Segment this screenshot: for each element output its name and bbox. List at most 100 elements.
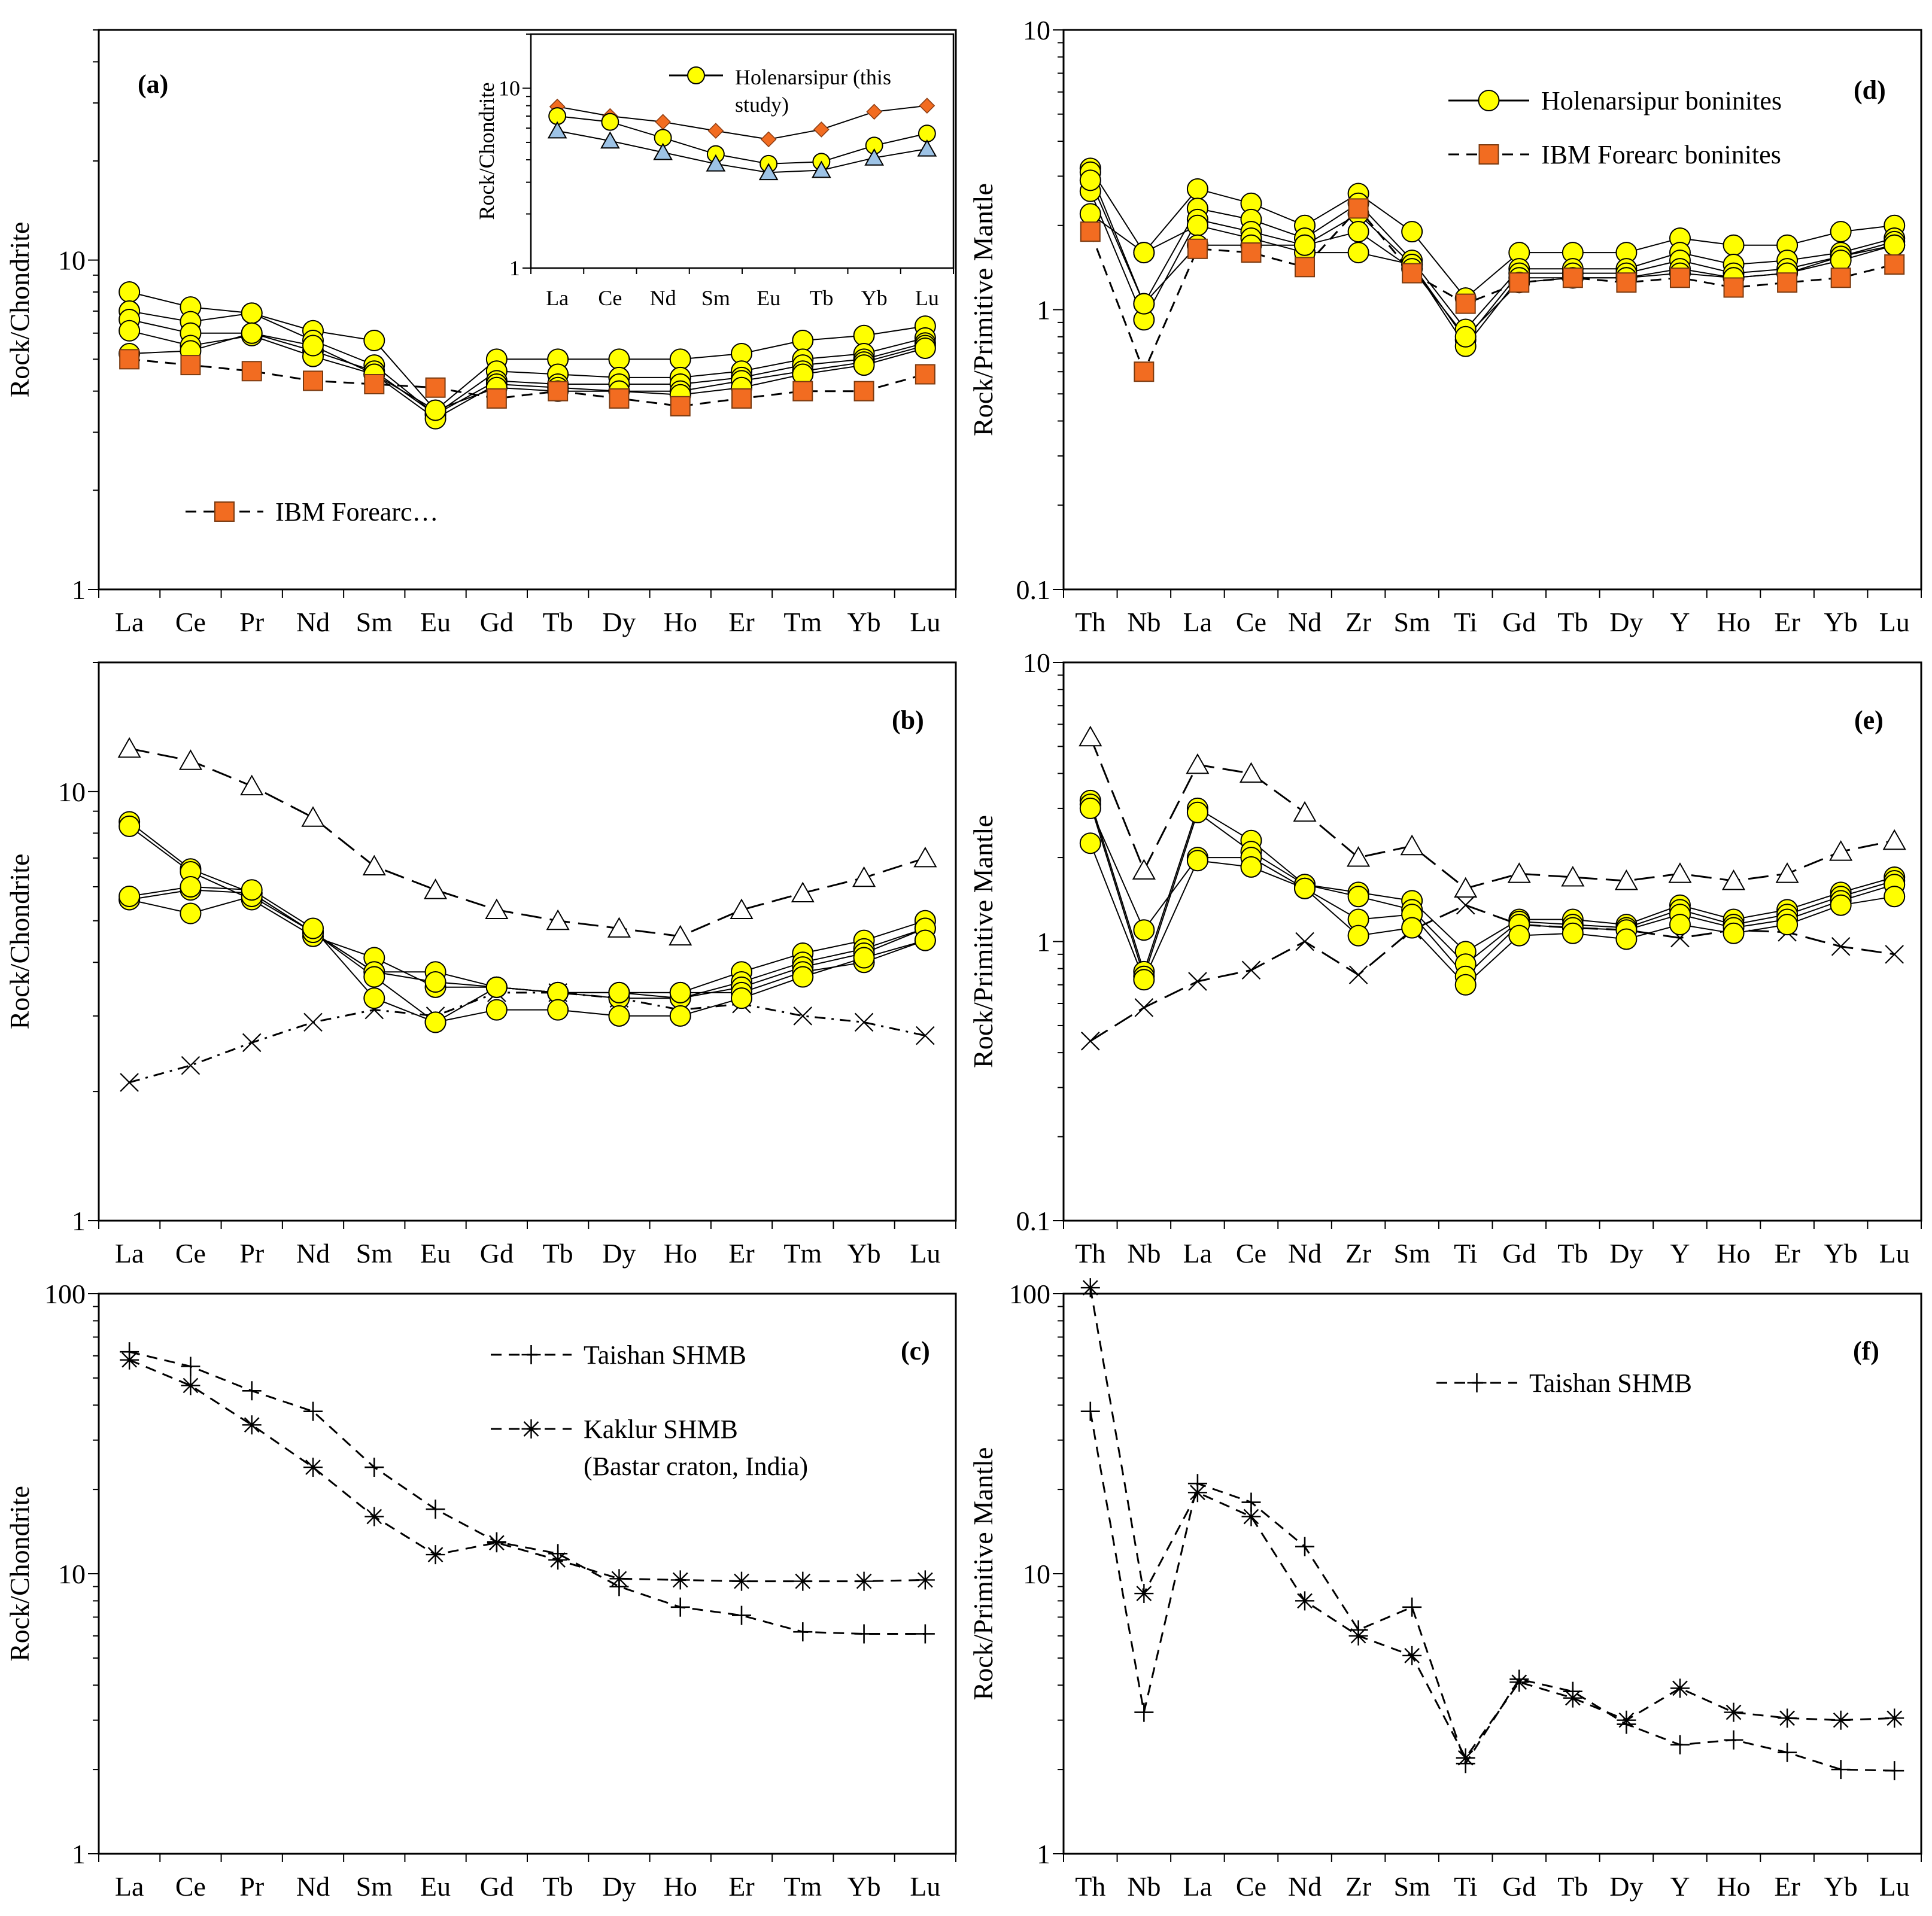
y-tick-label: 10 [58, 1559, 86, 1589]
data-point [181, 1056, 201, 1075]
data-point [1348, 1626, 1368, 1646]
x-category-label: Y [1670, 607, 1690, 637]
x-category-label: Lu [910, 607, 940, 637]
data-point [426, 1545, 445, 1565]
data-point [424, 399, 446, 421]
data-point [364, 1458, 384, 1477]
x-category-label: Gd [480, 1871, 514, 1902]
y-axis-label: Rock/Chondrite [4, 1486, 35, 1662]
legend-marker [1478, 144, 1499, 165]
x-category-label: Y [1670, 1238, 1690, 1269]
y-tick-label: 1 [72, 1839, 86, 1869]
legend-label: study) [735, 93, 789, 117]
series-line [557, 115, 928, 165]
data-point [1186, 178, 1208, 200]
data-point [1617, 1710, 1636, 1730]
data-point [852, 866, 876, 887]
data-point [1188, 972, 1207, 991]
y-tick-label: 1 [1037, 1839, 1050, 1869]
x-category-label: Th [1075, 1238, 1105, 1269]
x-category-label: Er [728, 1238, 754, 1269]
y-tick-label: 1 [1037, 927, 1050, 957]
x-category-label: Nd [1288, 1871, 1322, 1902]
data-point [117, 737, 141, 758]
data-point [1294, 234, 1316, 256]
plot-frame [98, 661, 957, 1222]
legend-label: IBM Forearc boninites [1541, 140, 1781, 169]
data-point [1509, 1672, 1529, 1692]
data-point [1778, 1708, 1797, 1728]
y-tick-label: 0.1 [1016, 1206, 1051, 1236]
data-point [486, 388, 507, 409]
legend-marker [687, 66, 705, 84]
data-point [914, 337, 936, 359]
data-point [1186, 850, 1208, 872]
x-category-label: Yb [847, 607, 880, 637]
panel-label: (c) [901, 1336, 930, 1365]
y-tick-label: 0.1 [1016, 574, 1051, 605]
x-category-label: Sm [1393, 1238, 1430, 1269]
legend-label: IBM Forearc… [275, 497, 439, 527]
data-point [1079, 203, 1101, 225]
x-category-label: Dy [1609, 1238, 1643, 1269]
x-category-label: Ce [1236, 1238, 1266, 1269]
data-point [706, 154, 726, 172]
y-tick-label: 10 [1023, 1559, 1050, 1589]
data-point [1723, 234, 1745, 256]
x-category-label: Er [728, 1871, 754, 1902]
data-point [1885, 1708, 1904, 1728]
x-category-label: Eu [420, 1238, 451, 1269]
data-point [1079, 169, 1101, 191]
x-category-label: Eu [757, 286, 780, 310]
series-line [129, 747, 926, 938]
series-line [1089, 800, 1895, 974]
data-point [303, 1012, 323, 1032]
data-point [1776, 914, 1799, 936]
legend-label: Taishan SHMB [584, 1340, 746, 1370]
data-point [1615, 928, 1638, 950]
data-point [1079, 832, 1101, 854]
data-point [363, 987, 385, 1009]
panel-label: (b) [892, 705, 924, 735]
y-axis-label: Rock/Chondrite [4, 854, 35, 1030]
x-category-label: Y [1670, 1871, 1690, 1902]
data-point [1079, 797, 1101, 819]
data-point [1830, 250, 1852, 272]
data-point [1562, 267, 1583, 288]
data-point [1669, 267, 1690, 288]
x-category-label: Pr [239, 1871, 264, 1902]
data-point [758, 163, 779, 181]
data-point [1614, 869, 1638, 890]
data-point [181, 1357, 201, 1376]
data-point [241, 302, 263, 324]
data-point [731, 388, 752, 409]
y-tick-label: 10 [499, 76, 520, 100]
chart-panel-e: 0.1 1 10 Th Nb La Ce Nd Zr Sm Ti Gd Tb Dy Y Ho Er Yb Lu Roc… [968, 647, 1922, 1269]
x-category-label: La [115, 607, 144, 637]
data-point [915, 364, 935, 385]
y-axis-label: Rock/Primitive Mantle [968, 1447, 998, 1701]
data-point [791, 881, 815, 902]
data-point [485, 976, 508, 998]
data-point [1402, 1597, 1422, 1617]
x-category-label: Zr [1345, 1871, 1371, 1902]
data-point [1830, 221, 1852, 243]
x-category-label: Ho [1717, 1238, 1750, 1269]
data-point [424, 878, 448, 899]
data-point [1830, 894, 1852, 916]
data-point [487, 1533, 506, 1553]
y-axis-label: Rock/Primitive Mantle [968, 815, 998, 1068]
data-point [707, 123, 724, 139]
x-category-label: Dy [1609, 1871, 1643, 1902]
data-point [363, 966, 385, 988]
series-line [1089, 168, 1895, 299]
data-point [1347, 242, 1369, 264]
x-category-label: La [1183, 1871, 1213, 1902]
x-category-label: Gd [1502, 1871, 1536, 1902]
x-category-label: Nd [1288, 1238, 1322, 1269]
data-point [485, 898, 509, 920]
x-category-label: Ce [598, 286, 622, 310]
x-category-label: Er [728, 607, 754, 637]
data-point [1456, 1748, 1475, 1768]
x-category-label: Sm [701, 286, 730, 310]
